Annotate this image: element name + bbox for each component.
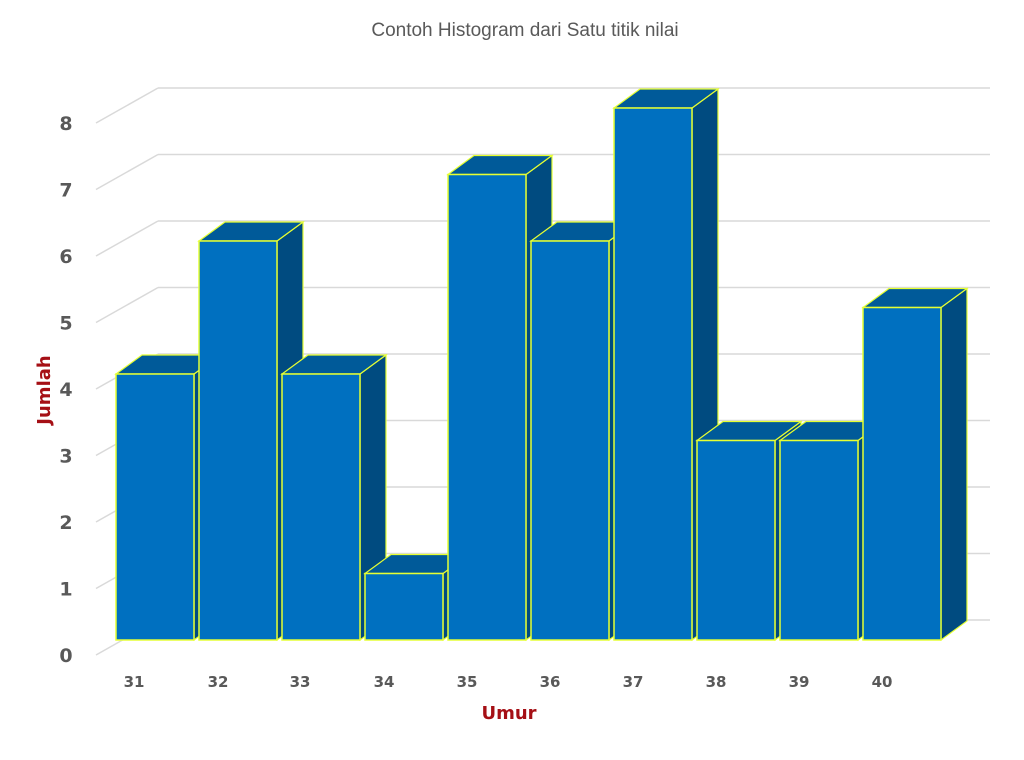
y-tick-label: 0	[59, 645, 72, 667]
y-tick-label: 2	[59, 512, 72, 534]
x-tick-label: 34	[374, 673, 395, 691]
x-tick-label: 40	[872, 673, 893, 691]
x-tick-label: 38	[706, 673, 727, 691]
y-axis-ticks: 0 1 2 3 4 5 6 7 8	[59, 113, 72, 667]
x-tick-label: 37	[623, 673, 644, 691]
x-tick-label: 31	[124, 673, 145, 691]
x-tick-label: 36	[540, 673, 561, 691]
y-tick-label: 7	[59, 180, 72, 202]
chart-title: Contoh Histogram dari Satu titik nilai	[371, 20, 679, 41]
y-axis-title: Jumlah	[34, 355, 55, 426]
gridline-diagonal	[95, 87, 159, 124]
x-axis-ticks: 31 32 33 34 35 36 37 38 39 40	[124, 673, 893, 691]
y-tick-label: 4	[59, 379, 72, 401]
x-axis-title: Umur	[481, 703, 536, 724]
x-tick-label: 32	[208, 673, 229, 691]
y-tick-label: 3	[59, 446, 72, 468]
gridline-diagonal	[95, 286, 159, 324]
y-tick-label: 8	[59, 113, 72, 135]
bar-33	[280, 353, 388, 642]
y-tick-label: 1	[59, 579, 72, 601]
x-tick-label: 39	[789, 673, 810, 691]
y-tick-label: 6	[59, 246, 72, 268]
gridline-diagonal	[95, 153, 159, 191]
bars	[114, 87, 969, 642]
bar-40	[861, 287, 969, 642]
x-tick-label: 35	[457, 673, 478, 691]
y-tick-label: 5	[59, 313, 72, 335]
gridline-diagonal	[95, 220, 159, 257]
x-tick-label: 33	[290, 673, 311, 691]
